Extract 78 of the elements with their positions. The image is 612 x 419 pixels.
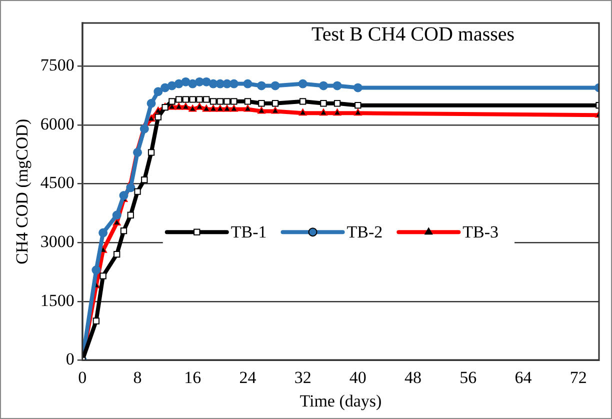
point [114, 251, 120, 258]
point [127, 212, 134, 218]
point [209, 104, 218, 112]
x-tick-label: 8 [133, 368, 142, 387]
point [244, 98, 252, 105]
point [119, 191, 128, 200]
point [318, 81, 328, 90]
point [354, 108, 362, 116]
point [100, 272, 106, 280]
point [270, 81, 280, 90]
x-tick-label: 24 [239, 368, 257, 387]
point [154, 114, 162, 120]
point [168, 98, 176, 105]
y-tick-label: 4500 [40, 173, 74, 192]
point [202, 104, 210, 112]
point [134, 188, 141, 195]
x-tick-label: 40 [349, 368, 366, 387]
point [154, 87, 163, 96]
point [298, 79, 308, 88]
legend-label: TB-3 [462, 222, 499, 242]
y-tick-label: 0 [66, 350, 74, 369]
point [189, 96, 196, 103]
point [133, 148, 142, 157]
point [196, 96, 203, 103]
point [92, 266, 101, 275]
point [188, 104, 197, 112]
x-axis-title: Time (days) [300, 391, 382, 410]
x-tick-label: 48 [404, 368, 422, 387]
x-tick-label: 64 [514, 368, 532, 387]
legend-label: TB-1 [230, 222, 267, 242]
x-tick-label: 16 [184, 368, 202, 387]
y-tick-label: 1500 [40, 290, 74, 310]
y-tick-label: 3000 [40, 232, 74, 252]
point [203, 96, 210, 103]
point [244, 104, 252, 112]
point [120, 227, 128, 234]
point [146, 98, 156, 108]
point [92, 318, 100, 324]
point [299, 98, 306, 105]
point [320, 108, 328, 116]
x-tick-label: 56 [460, 368, 477, 387]
point [112, 210, 122, 220]
point [141, 176, 148, 184]
point [176, 96, 182, 103]
point [298, 108, 307, 116]
point [230, 98, 238, 105]
point [230, 104, 238, 112]
x-tick-label: 32 [294, 368, 312, 387]
point [182, 96, 190, 103]
point [256, 81, 266, 90]
point [216, 98, 224, 105]
point [320, 100, 327, 107]
point [353, 83, 362, 92]
point [243, 79, 252, 88]
point [224, 98, 230, 105]
point [332, 81, 342, 90]
x-tick-label: 0 [78, 368, 87, 387]
legend-label: TB-2 [346, 222, 383, 242]
point [258, 106, 266, 114]
point [258, 100, 265, 107]
point [223, 104, 232, 112]
y-tick-label: 6000 [40, 114, 74, 134]
point [126, 183, 136, 192]
point [98, 228, 108, 238]
point [140, 124, 149, 134]
x-tick-label: 72 [570, 368, 587, 387]
point [210, 98, 217, 105]
y-tick-label: 7500 [40, 56, 74, 75]
point [174, 102, 183, 110]
point [148, 149, 155, 156]
point [216, 104, 224, 112]
point [354, 102, 362, 109]
point [333, 108, 342, 116]
chart-title: Test B CH4 COD masses [312, 23, 515, 46]
point [334, 100, 341, 107]
y-axis-title: CH4 COD (mgCOD) [12, 118, 32, 264]
point [272, 100, 279, 107]
point [271, 106, 280, 114]
